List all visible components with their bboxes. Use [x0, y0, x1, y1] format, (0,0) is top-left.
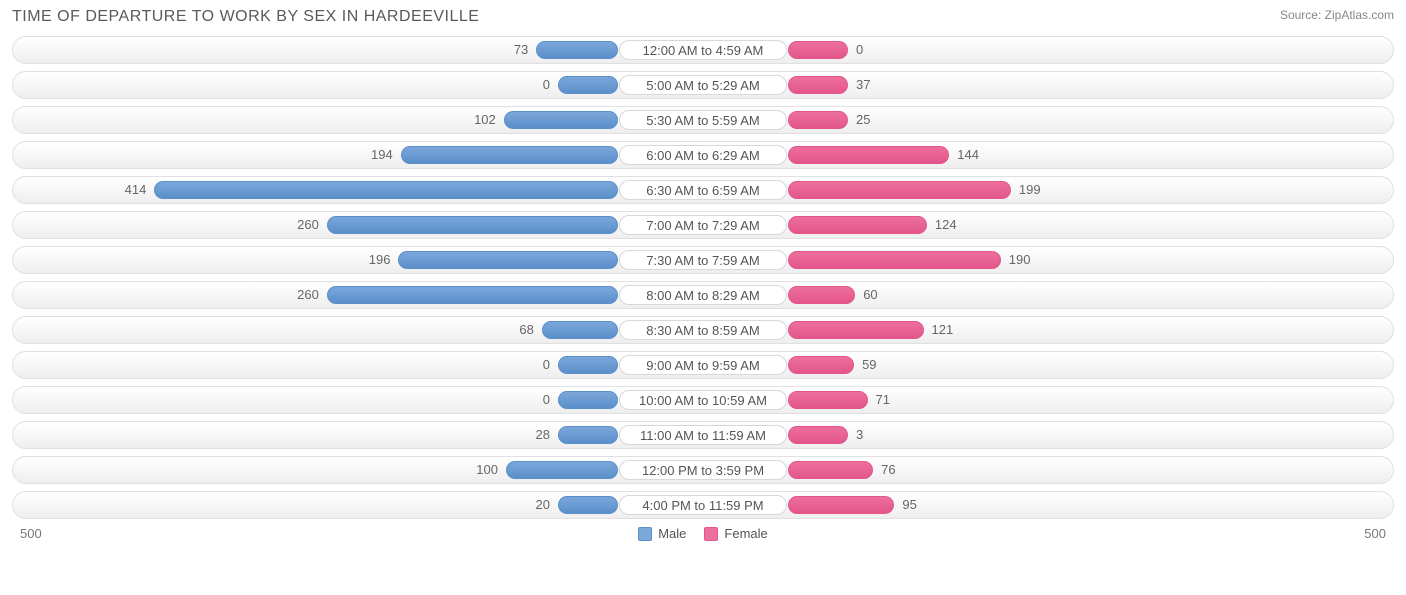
category-label: 11:00 AM to 11:59 AM — [619, 425, 787, 445]
female-value: 76 — [881, 462, 895, 477]
legend-male: Male — [638, 526, 686, 541]
male-bar — [536, 41, 618, 59]
legend-female-label: Female — [724, 526, 767, 541]
category-label: 5:30 AM to 5:59 AM — [619, 110, 787, 130]
chart-row: 0 71 10:00 AM to 10:59 AM — [12, 386, 1394, 414]
legend-male-label: Male — [658, 526, 686, 541]
male-bar — [558, 496, 618, 514]
male-value: 100 — [476, 462, 498, 477]
female-value: 190 — [1009, 252, 1031, 267]
category-label: 9:00 AM to 9:59 AM — [619, 355, 787, 375]
chart-row: 73 0 12:00 AM to 4:59 AM — [12, 36, 1394, 64]
male-bar — [542, 321, 618, 339]
female-bar — [788, 76, 848, 94]
male-bar — [558, 356, 618, 374]
chart-row: 0 37 5:00 AM to 5:29 AM — [12, 71, 1394, 99]
axis-right-max: 500 — [1364, 526, 1386, 541]
female-bar — [788, 391, 868, 409]
female-bar — [788, 321, 924, 339]
male-value: 68 — [519, 322, 533, 337]
legend: Male Female — [638, 526, 768, 541]
chart-row: 196 190 7:30 AM to 7:59 AM — [12, 246, 1394, 274]
female-value: 144 — [957, 147, 979, 162]
source-attribution: Source: ZipAtlas.com — [1280, 8, 1394, 22]
female-bar — [788, 356, 854, 374]
category-label: 12:00 PM to 3:59 PM — [619, 460, 787, 480]
female-bar — [788, 216, 927, 234]
female-bar — [788, 111, 848, 129]
male-bar — [558, 391, 618, 409]
female-value: 121 — [932, 322, 954, 337]
female-value: 124 — [935, 217, 957, 232]
female-bar — [788, 181, 1011, 199]
male-bar — [398, 251, 618, 269]
male-bar — [327, 286, 618, 304]
category-label: 12:00 AM to 4:59 AM — [619, 40, 787, 60]
male-value: 0 — [543, 77, 550, 92]
male-bar — [506, 461, 618, 479]
female-value: 3 — [856, 427, 863, 442]
category-label: 7:00 AM to 7:29 AM — [619, 215, 787, 235]
male-value: 0 — [543, 357, 550, 372]
female-bar — [788, 251, 1001, 269]
category-label: 10:00 AM to 10:59 AM — [619, 390, 787, 410]
female-value: 199 — [1019, 182, 1041, 197]
chart-row: 100 76 12:00 PM to 3:59 PM — [12, 456, 1394, 484]
female-value: 0 — [856, 42, 863, 57]
population-pyramid-chart: 73 0 12:00 AM to 4:59 AM 0 37 5:00 AM to 5:29… — [12, 36, 1394, 519]
female-bar — [788, 496, 894, 514]
male-value: 196 — [369, 252, 391, 267]
male-bar — [504, 111, 618, 129]
chart-row: 260 60 8:00 AM to 8:29 AM — [12, 281, 1394, 309]
chart-row: 20 95 4:00 PM to 11:59 PM — [12, 491, 1394, 519]
male-value: 102 — [474, 112, 496, 127]
category-label: 8:00 AM to 8:29 AM — [619, 285, 787, 305]
male-value: 194 — [371, 147, 393, 162]
category-label: 6:30 AM to 6:59 AM — [619, 180, 787, 200]
chart-row: 102 25 5:30 AM to 5:59 AM — [12, 106, 1394, 134]
chart-row: 194 144 6:00 AM to 6:29 AM — [12, 141, 1394, 169]
female-value: 71 — [876, 392, 890, 407]
chart-row: 28 3 11:00 AM to 11:59 AM — [12, 421, 1394, 449]
male-bar — [154, 181, 618, 199]
male-bar — [327, 216, 618, 234]
female-bar — [788, 461, 873, 479]
category-label: 6:00 AM to 6:29 AM — [619, 145, 787, 165]
male-bar — [558, 76, 618, 94]
female-value: 25 — [856, 112, 870, 127]
male-value: 73 — [514, 42, 528, 57]
female-bar — [788, 426, 848, 444]
chart-row: 0 59 9:00 AM to 9:59 AM — [12, 351, 1394, 379]
female-value: 37 — [856, 77, 870, 92]
category-label: 5:00 AM to 5:29 AM — [619, 75, 787, 95]
axis-left-max: 500 — [20, 526, 42, 541]
female-bar — [788, 146, 949, 164]
chart-row: 260 124 7:00 AM to 7:29 AM — [12, 211, 1394, 239]
chart-row: 414 199 6:30 AM to 6:59 AM — [12, 176, 1394, 204]
category-label: 4:00 PM to 11:59 PM — [619, 495, 787, 515]
legend-female: Female — [704, 526, 767, 541]
category-label: 8:30 AM to 8:59 AM — [619, 320, 787, 340]
male-value: 260 — [297, 217, 319, 232]
male-value: 0 — [543, 392, 550, 407]
female-bar — [788, 41, 848, 59]
male-value: 414 — [125, 182, 147, 197]
female-swatch-icon — [704, 527, 718, 541]
male-bar — [558, 426, 618, 444]
female-value: 59 — [862, 357, 876, 372]
female-value: 60 — [863, 287, 877, 302]
male-value: 260 — [297, 287, 319, 302]
female-value: 95 — [902, 497, 916, 512]
category-label: 7:30 AM to 7:59 AM — [619, 250, 787, 270]
male-value: 20 — [536, 497, 550, 512]
female-bar — [788, 286, 855, 304]
chart-title: TIME OF DEPARTURE TO WORK BY SEX IN HARD… — [12, 8, 479, 26]
male-bar — [401, 146, 618, 164]
chart-row: 68 121 8:30 AM to 8:59 AM — [12, 316, 1394, 344]
male-swatch-icon — [638, 527, 652, 541]
male-value: 28 — [536, 427, 550, 442]
